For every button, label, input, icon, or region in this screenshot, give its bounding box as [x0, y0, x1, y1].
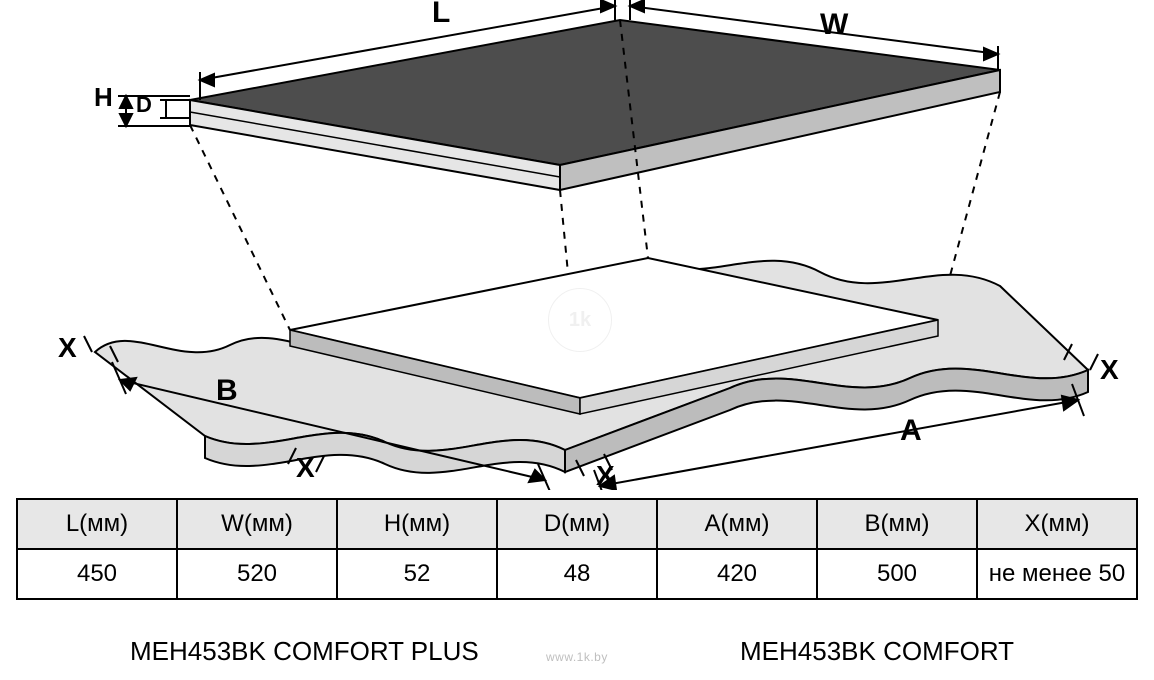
table-header-row: L(мм) W(мм) H(мм) D(мм) A(мм) B(мм) X(мм…: [17, 499, 1137, 549]
watermark-circle: 1k: [548, 288, 612, 352]
cell-X: не менее 50: [977, 549, 1137, 599]
cell-W: 520: [177, 549, 337, 599]
col-B: B(мм): [817, 499, 977, 549]
label-W: W: [820, 8, 848, 42]
dimensions-table-el: L(мм) W(мм) H(мм) D(мм) A(мм) B(мм) X(мм…: [16, 498, 1138, 600]
label-L: L: [432, 0, 450, 30]
label-H: H: [94, 82, 113, 113]
cell-A: 420: [657, 549, 817, 599]
label-B: B: [216, 374, 238, 408]
col-W: W(мм): [177, 499, 337, 549]
watermark-circle-text: 1k: [569, 309, 591, 332]
dimension-diagram: L W H D B A X X X X 1k: [0, 0, 1154, 490]
label-X-botcenter: X: [596, 460, 615, 492]
dimensions-table: L(мм) W(мм) H(мм) D(мм) A(мм) B(мм) X(мм…: [16, 498, 1138, 600]
label-X-botleft: X: [296, 452, 315, 484]
cell-B: 500: [817, 549, 977, 599]
cell-L: 450: [17, 549, 177, 599]
col-H: H(мм): [337, 499, 497, 549]
col-X: X(мм): [977, 499, 1137, 549]
cell-H: 52: [337, 549, 497, 599]
col-A: A(мм): [657, 499, 817, 549]
footer: MEH453BK COMFORT PLUS MEH453BK COMFORT w…: [0, 630, 1154, 680]
dim-D: [160, 100, 190, 118]
model-name-left: MEH453BK COMFORT PLUS: [130, 636, 479, 667]
label-A: A: [900, 414, 922, 448]
model-name-right: MEH453BK COMFORT: [740, 636, 1014, 667]
label-X-topright: X: [1100, 354, 1119, 386]
col-L: L(мм): [17, 499, 177, 549]
table-row: 450 520 52 48 420 500 не менее 50: [17, 549, 1137, 599]
diagram-svg: [0, 0, 1154, 490]
col-D: D(мм): [497, 499, 657, 549]
cell-D: 48: [497, 549, 657, 599]
label-D: D: [136, 92, 152, 118]
watermark-text: www.1k.by: [546, 650, 608, 664]
label-X-topleft: X: [58, 332, 77, 364]
